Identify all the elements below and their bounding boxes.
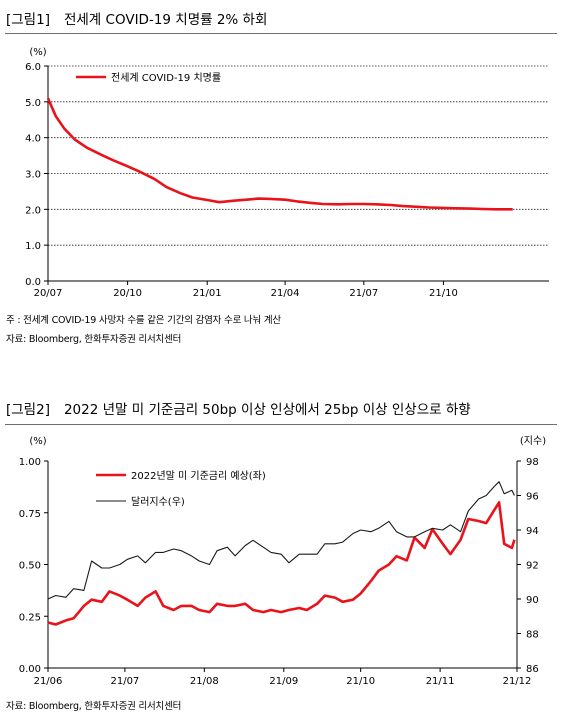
y-tick-label-right: 96 [526, 492, 539, 503]
y-tick-label: 3.0 [25, 170, 41, 181]
x-tick-label: 21/06 [34, 676, 63, 687]
x-tick-label: 21/10 [429, 288, 458, 299]
y-tick-label-left: 0.75 [19, 509, 41, 520]
x-tick-label: 21/09 [269, 676, 298, 687]
y-tick-label-left: 0.50 [19, 561, 41, 572]
figure2-title-text: 2022 년말 미 기준금리 50bp 이상 인상에서 25bp 이상 인상으로… [63, 402, 471, 418]
y-tick-label-left: 1.00 [19, 457, 41, 468]
x-tick-label: 21/07 [349, 288, 378, 299]
x-tick-label: 21/04 [271, 288, 300, 299]
x-tick-label: 21/11 [426, 676, 455, 687]
y-tick-label: 0.0 [25, 277, 41, 288]
y-axis-right-unit: (지수) [520, 435, 546, 447]
x-tick-label: 21/12 [503, 676, 532, 687]
y-tick-label: 2.0 [25, 205, 41, 216]
y-tick-label: 5.0 [25, 98, 41, 109]
chart2: (%) (지수) 0.00 0.25 0.50 0.75 1.00 86 88 90 92 94 96 9… [19, 435, 546, 687]
series-line [46, 97, 513, 211]
y-tick-label: 4.0 [25, 134, 41, 145]
x-tick-label: 20/07 [34, 288, 63, 299]
x-tick-label: 20/10 [113, 288, 142, 299]
y-tick-label-right: 94 [526, 526, 539, 537]
y-tick-label: 6.0 [25, 62, 41, 73]
y-axis-unit: (%) [29, 47, 46, 58]
x-tick-label: 21/07 [110, 676, 139, 687]
figure1-source: 자료: Bloomberg, 한화투자증권 리서치센터 [6, 334, 182, 345]
figure1-title-text: 전세계 COVID-19 치명률 2% 하회 [63, 12, 268, 28]
series-line-left [47, 501, 516, 626]
figure1-title: [그림1] 전세계 COVID-19 치명률 2% 하회 [6, 8, 267, 28]
y-tick-label-left: 0.00 [19, 664, 41, 675]
y-tick-label-right: 86 [526, 664, 539, 675]
y-tick-label-left: 0.25 [19, 612, 41, 623]
y-tick-label-right: 98 [526, 457, 539, 468]
x-tick-label: 21/10 [346, 676, 375, 687]
x-tick-label: 21/08 [190, 676, 219, 687]
figure2-title-rule [5, 424, 557, 425]
figure2-title: [그림2] 2022 년말 미 기준금리 50bp 이상 인상에서 25bp 이상… [6, 398, 471, 418]
y-tick-label: 1.0 [25, 241, 41, 252]
figure2-tag: [그림2] [6, 402, 50, 418]
y-axis-left-unit: (%) [29, 436, 46, 447]
legend-label: 달러지수(우) [131, 496, 185, 508]
y-tick-label-right: 88 [526, 630, 539, 641]
y-tick-label-right: 90 [526, 595, 539, 606]
legend-label: 전세계 COVID-19 치명률 [111, 72, 221, 84]
figure1-title-rule [5, 33, 557, 34]
x-tick-label: 21/01 [193, 288, 222, 299]
figure1-tag: [그림1] [6, 12, 50, 28]
legend-label: 2022년말 미 기준금리 예상(좌) [131, 470, 266, 482]
y-tick-label-right: 92 [526, 561, 539, 572]
series-line-right [47, 481, 515, 600]
chart1: 0.0 1.0 2.0 3.0 4.0 5.0 6.0 (%) 20/07 20/10 21/01 2… [25, 47, 549, 299]
figure2-source: 자료: Bloomberg, 한화투자증권 리서치센터 [6, 701, 182, 712]
figure1-note: 주 : 전세계 COVID-19 사망자 수를 같은 기간의 감염자 수로 나눠… [6, 315, 281, 326]
